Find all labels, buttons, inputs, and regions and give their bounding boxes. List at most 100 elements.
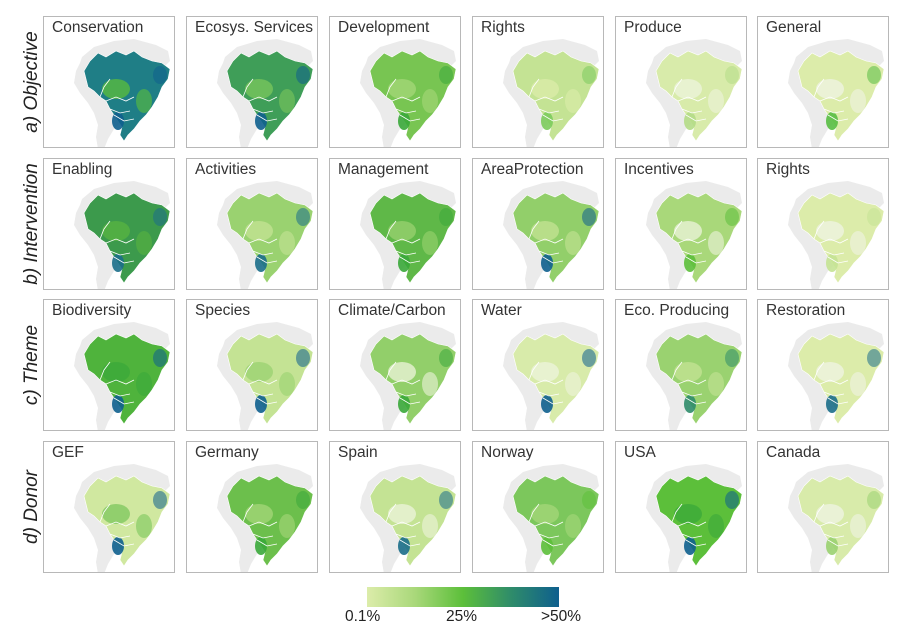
choropleth-map: [646, 322, 743, 430]
region-hotspot: [439, 491, 453, 509]
map-panel: Enabling: [43, 158, 175, 290]
region-patch: [422, 372, 438, 396]
region-patch: [388, 504, 416, 524]
region-hotspot: [439, 66, 453, 84]
map-panel: Incentives: [615, 158, 747, 290]
map-panel: Species: [186, 299, 318, 431]
map-panel: Rights: [757, 158, 889, 290]
region-hotspot: [582, 491, 596, 509]
region-patch: [102, 79, 130, 99]
panel-title: Climate/Carbon: [338, 302, 446, 319]
map-panel: Canada: [757, 441, 889, 573]
region-hotspot: [541, 395, 553, 413]
map-panel: Development: [329, 16, 461, 148]
choropleth-map: [503, 322, 600, 430]
choropleth-map: [217, 464, 314, 572]
region-patch: [708, 89, 724, 113]
choropleth-map: [360, 464, 457, 572]
panel-title: Produce: [624, 19, 682, 36]
region-patch: [245, 221, 273, 241]
map-panel: Rights: [472, 16, 604, 148]
choropleth-map: [74, 464, 171, 572]
region-hotspot: [826, 395, 838, 413]
region-patch: [531, 79, 559, 99]
region-hotspot: [112, 112, 124, 130]
region-patch: [674, 504, 702, 524]
map-panel: Water: [472, 299, 604, 431]
region-hotspot: [255, 112, 267, 130]
region-patch: [674, 221, 702, 241]
region-hotspot: [826, 537, 838, 555]
map-panel: USA: [615, 441, 747, 573]
choropleth-map: [503, 39, 600, 147]
region-hotspot: [541, 112, 553, 130]
state-borders: [385, 78, 421, 122]
region-patch: [422, 231, 438, 255]
region-hotspot: [541, 537, 553, 555]
map-panel: Conservation: [43, 16, 175, 148]
choropleth-map: [503, 464, 600, 572]
region-patch: [136, 514, 152, 538]
region-hotspot: [439, 208, 453, 226]
state-borders: [671, 78, 707, 122]
legend-tick-min: 0.1%: [345, 608, 381, 625]
region-hotspot: [725, 349, 739, 367]
region-patch: [388, 79, 416, 99]
region-patch: [674, 362, 702, 382]
region-patch: [279, 372, 295, 396]
state-borders: [242, 503, 278, 547]
choropleth-map: [788, 464, 885, 572]
map-panel: Climate/Carbon: [329, 299, 461, 431]
legend-tick-max: >50%: [541, 608, 582, 625]
map-panel: Ecosys. Services: [186, 16, 318, 148]
region-hotspot: [296, 208, 310, 226]
panel-title: Rights: [481, 19, 525, 36]
region-patch: [565, 514, 581, 538]
state-borders: [813, 220, 849, 264]
state-borders: [242, 361, 278, 405]
region-hotspot: [725, 491, 739, 509]
state-borders: [385, 503, 421, 547]
region-patch: [708, 231, 724, 255]
region-hotspot: [867, 491, 881, 509]
region-patch: [816, 79, 844, 99]
state-borders: [99, 361, 135, 405]
panel-title: Management: [338, 161, 429, 178]
map-panel: Spain: [329, 441, 461, 573]
state-borders: [99, 78, 135, 122]
panel-title: Germany: [195, 444, 259, 461]
row-label: a) Objective: [21, 31, 42, 133]
region-hotspot: [398, 112, 410, 130]
region-patch: [422, 89, 438, 113]
panel-title: General: [766, 19, 822, 36]
region-patch: [565, 372, 581, 396]
choropleth-map: [788, 39, 885, 147]
region-patch: [245, 79, 273, 99]
region-patch: [388, 362, 416, 382]
region-hotspot: [153, 491, 167, 509]
region-patch: [850, 89, 866, 113]
region-hotspot: [398, 254, 410, 272]
state-borders: [671, 220, 707, 264]
choropleth-map: [646, 464, 743, 572]
region-patch: [388, 221, 416, 241]
region-hotspot: [255, 395, 267, 413]
map-panel: Management: [329, 158, 461, 290]
state-borders: [242, 220, 278, 264]
region-hotspot: [153, 66, 167, 84]
panel-title: Water: [481, 302, 522, 319]
region-patch: [531, 504, 559, 524]
panel-title: USA: [624, 444, 656, 461]
row-label: b) Intervention: [21, 163, 42, 285]
panel-title: Conservation: [52, 19, 144, 36]
choropleth-map: [788, 322, 885, 430]
region-patch: [279, 231, 295, 255]
choropleth-map: [360, 322, 457, 430]
panel-title: Restoration: [766, 302, 846, 319]
map-panel: AreaProtection: [472, 158, 604, 290]
region-patch: [531, 221, 559, 241]
state-borders: [671, 503, 707, 547]
region-hotspot: [112, 395, 124, 413]
choropleth-map: [788, 181, 885, 289]
region-patch: [245, 504, 273, 524]
